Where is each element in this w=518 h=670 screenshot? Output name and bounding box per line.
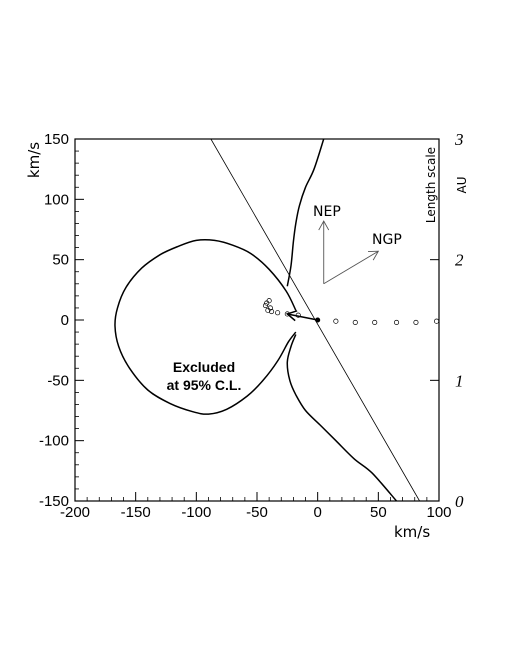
- x-tick-label: -50: [246, 504, 268, 521]
- velocity-vector-shaft: [287, 313, 318, 321]
- y-tick-label: 50: [52, 252, 69, 269]
- y-tick-label: -50: [47, 372, 69, 389]
- y-tick-label: -100: [39, 433, 69, 450]
- data-point: [372, 319, 378, 325]
- right-tick-label: 0: [455, 492, 464, 511]
- data-point: [393, 319, 400, 325]
- y-axis-title: km/s: [25, 142, 43, 178]
- nep-arrow-head: [318, 220, 330, 231]
- x-axis-title: km/s: [394, 523, 430, 541]
- right-axis-title-length-scale: Length scale: [424, 147, 438, 223]
- ngp-arrow-head: [368, 250, 380, 261]
- data-point: [352, 319, 358, 325]
- plot-frame: [74, 138, 440, 502]
- data-point: [333, 318, 339, 324]
- data-point: [265, 307, 271, 313]
- excluded-annotation-line1: Excluded: [173, 359, 235, 375]
- data-point: [413, 319, 419, 325]
- x-tick-label: 0: [313, 504, 321, 521]
- x-tick-label: -100: [181, 504, 211, 521]
- right-tick-label: 2: [455, 251, 464, 270]
- x-tick-label: -150: [121, 504, 151, 521]
- data-point: [266, 298, 272, 304]
- upper-boundary-curve: [286, 139, 325, 287]
- right-axis-title-au: AU: [455, 177, 469, 194]
- lower-boundary-curve: [286, 334, 398, 501]
- y-tick-label: -150: [39, 493, 69, 510]
- ngp-label: NGP: [372, 232, 402, 248]
- x-tick-label: 100: [426, 504, 451, 521]
- y-tick-label: 150: [44, 131, 69, 148]
- excluded-annotation-line2: at 95% C.L.: [167, 377, 242, 393]
- data-point: [275, 310, 281, 316]
- right-tick-label: 1: [455, 371, 464, 390]
- excluded-region-boundary: [114, 238, 297, 415]
- data-point: [269, 309, 275, 315]
- velocity-vector-arrowhead: [285, 310, 298, 322]
- nep-label: NEP: [313, 204, 341, 220]
- right-tick-label: 3: [454, 130, 464, 149]
- y-tick-label: 0: [61, 312, 69, 329]
- x-tick-label: -200: [60, 504, 90, 521]
- data-point: [434, 318, 439, 324]
- x-tick-label: 50: [370, 504, 387, 521]
- origin-dot: [315, 317, 320, 323]
- ngp-arrow-shaft: [323, 250, 379, 285]
- y-tick-label: 100: [44, 191, 69, 208]
- data-point: [262, 302, 269, 309]
